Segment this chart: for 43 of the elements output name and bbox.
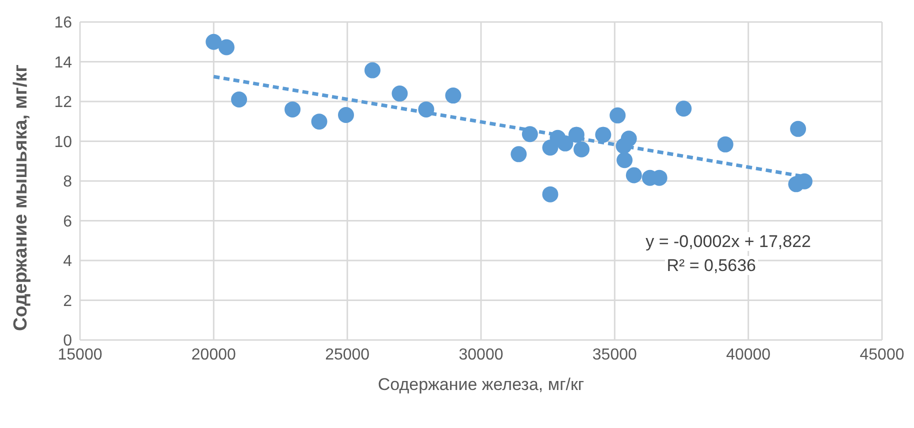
y-tick-label: 14	[54, 54, 72, 72]
point	[284, 101, 301, 118]
point	[610, 107, 626, 124]
y-tick-label: 10	[54, 134, 72, 151]
point	[595, 126, 612, 143]
x-tick-label: 45000	[860, 346, 904, 364]
point	[392, 86, 408, 102]
point	[626, 167, 642, 184]
annotation: y = -0,0002x + 17,822	[644, 232, 813, 251]
x-tick-label: 25000	[325, 346, 370, 364]
y-tick-label: 16	[54, 14, 72, 32]
point	[574, 141, 590, 158]
point	[568, 126, 584, 143]
y-tick-label: 12	[54, 94, 72, 112]
point	[620, 130, 637, 147]
y-tick-label: 4	[63, 253, 72, 270]
x-tick-label: 30000	[458, 346, 504, 364]
equation-text: y = -0,0002x + 17,822 R² = 0,5636	[642, 231, 813, 277]
x-tick-label: 40000	[726, 346, 771, 364]
point	[717, 136, 734, 152]
point	[218, 39, 234, 56]
annotation: R² = 0,5636	[664, 256, 758, 275]
point	[231, 92, 248, 108]
x-tick-label: 35000	[592, 346, 638, 364]
point	[418, 101, 434, 118]
point	[522, 126, 538, 142]
point	[445, 88, 462, 104]
point	[676, 100, 692, 117]
point	[790, 120, 806, 137]
y-tick-label: 8	[63, 174, 72, 191]
point	[338, 107, 354, 124]
point	[206, 34, 222, 50]
point	[510, 146, 527, 162]
y-tick-label: 6	[63, 213, 72, 230]
y-tick-label: 2	[63, 292, 72, 310]
point	[557, 135, 574, 152]
x-axis-title: Содержание железа, мг/кг	[378, 375, 584, 394]
point	[542, 186, 558, 202]
y-axis-title: Содержание мышьяка, мг/кг	[10, 64, 32, 331]
point	[311, 114, 328, 130]
point	[616, 152, 633, 168]
point	[364, 62, 380, 78]
x-tick-label: 20000	[191, 346, 236, 364]
